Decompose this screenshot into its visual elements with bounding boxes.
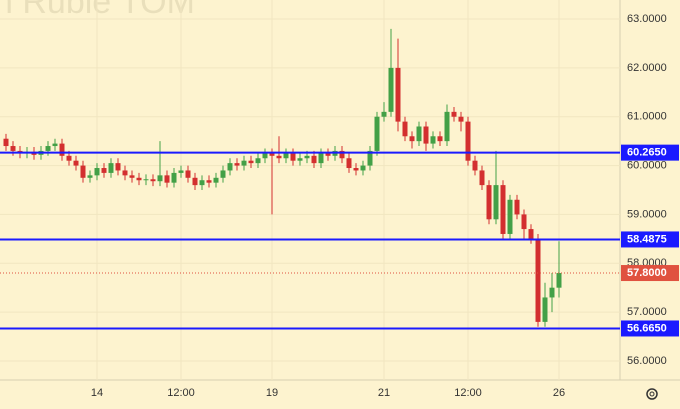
candle-body: [241, 160, 247, 166]
candle-body: [94, 168, 100, 176]
candle-body: [283, 153, 289, 159]
candle-body: [262, 153, 268, 159]
candle-body: [388, 67, 394, 112]
candle-body: [318, 153, 324, 164]
settings-icon[interactable]: [646, 388, 658, 400]
candle-body: [549, 287, 555, 298]
y-tick-label: 57.0000: [627, 306, 667, 318]
level-label: 56.6650: [627, 322, 667, 334]
candle-body: [535, 238, 541, 322]
candle-body: [115, 163, 121, 171]
y-tick-label: 60.0000: [627, 159, 667, 171]
candle-body: [486, 185, 492, 220]
candle-body: [129, 175, 135, 178]
candle-body: [521, 214, 527, 230]
candle-body: [66, 155, 72, 161]
candle-body: [199, 180, 205, 186]
candle-body: [122, 170, 128, 176]
candle-body: [409, 136, 415, 142]
x-tick-label: 14: [91, 387, 103, 399]
candle-body: [185, 170, 191, 178]
candle-body: [311, 155, 317, 164]
x-tick-label: 12:00: [167, 387, 195, 399]
last-price-label: 57.8000: [627, 267, 667, 279]
candle-body: [269, 153, 275, 156]
candle-body: [52, 143, 58, 147]
candle-body: [430, 136, 436, 144]
candle-body: [178, 170, 184, 173]
candle-body: [213, 177, 219, 183]
candle-body: [514, 199, 520, 215]
candle-body: [367, 150, 373, 166]
candle-body: [3, 138, 9, 147]
candle-body: [395, 67, 401, 122]
candle-body: [528, 229, 534, 239]
candle-body: [101, 168, 107, 173]
candle-body: [360, 165, 366, 171]
candle-body: [10, 146, 16, 151]
level-label: 60.2650: [627, 147, 667, 159]
y-tick-label: 63.0000: [627, 13, 667, 25]
candle-body: [290, 153, 296, 161]
candle-body: [416, 126, 422, 142]
candle-body: [206, 180, 212, 183]
x-tick-label: 26: [553, 387, 565, 399]
candle-body: [157, 175, 163, 182]
level-label: 58.4875: [627, 233, 667, 245]
candle-body: [346, 158, 352, 169]
candle-body: [556, 273, 562, 288]
candle-body: [339, 150, 345, 159]
candle-body: [276, 155, 282, 159]
candle-body: [500, 185, 506, 234]
candle-body: [325, 153, 331, 156]
candle-body: [423, 126, 429, 144]
candle-body: [143, 179, 149, 181]
candle-body: [437, 136, 443, 142]
candle-body: [87, 175, 93, 178]
candle-body: [451, 111, 457, 117]
y-tick-label: 59.0000: [627, 208, 667, 220]
level-tag: [621, 320, 679, 337]
y-tick-label: 56.0000: [627, 355, 667, 367]
candle-body: [374, 116, 380, 151]
candle-body: [493, 185, 499, 220]
candle-body: [73, 160, 79, 166]
candle-body: [255, 158, 261, 164]
candle-body: [444, 111, 450, 142]
candle-body: [192, 177, 198, 186]
y-tick-label: 61.0000: [627, 111, 667, 123]
candle-body: [472, 160, 478, 171]
candle-body: [458, 116, 464, 122]
candle-body: [220, 170, 226, 178]
level-tag: [621, 231, 679, 248]
candle-body: [59, 143, 65, 156]
candle-body: [248, 160, 254, 164]
candle-body: [45, 146, 51, 151]
x-tick-label: 19: [266, 387, 278, 399]
candle-body: [150, 179, 156, 182]
candle-body: [381, 111, 387, 117]
candle-body: [479, 170, 485, 186]
last-price-tag: [621, 265, 679, 282]
candle-body: [227, 163, 233, 171]
candle-body: [507, 199, 513, 234]
candle-body: [171, 172, 177, 183]
candle-body: [164, 175, 170, 183]
candle-body: [136, 177, 142, 181]
level-tag: [621, 144, 679, 161]
y-tick-label: 62.0000: [627, 62, 667, 74]
x-tick-label: 21: [378, 387, 390, 399]
candle-body: [108, 163, 114, 173]
candle-body: [304, 155, 310, 159]
candle-body: [465, 121, 471, 161]
candle-body: [80, 165, 86, 178]
candle-body: [402, 121, 408, 137]
candle-body: [542, 297, 548, 322]
candle-body: [297, 158, 303, 161]
candle-body: [353, 168, 359, 171]
x-tick-label: 12:00: [454, 387, 482, 399]
candle-body: [234, 163, 240, 166]
